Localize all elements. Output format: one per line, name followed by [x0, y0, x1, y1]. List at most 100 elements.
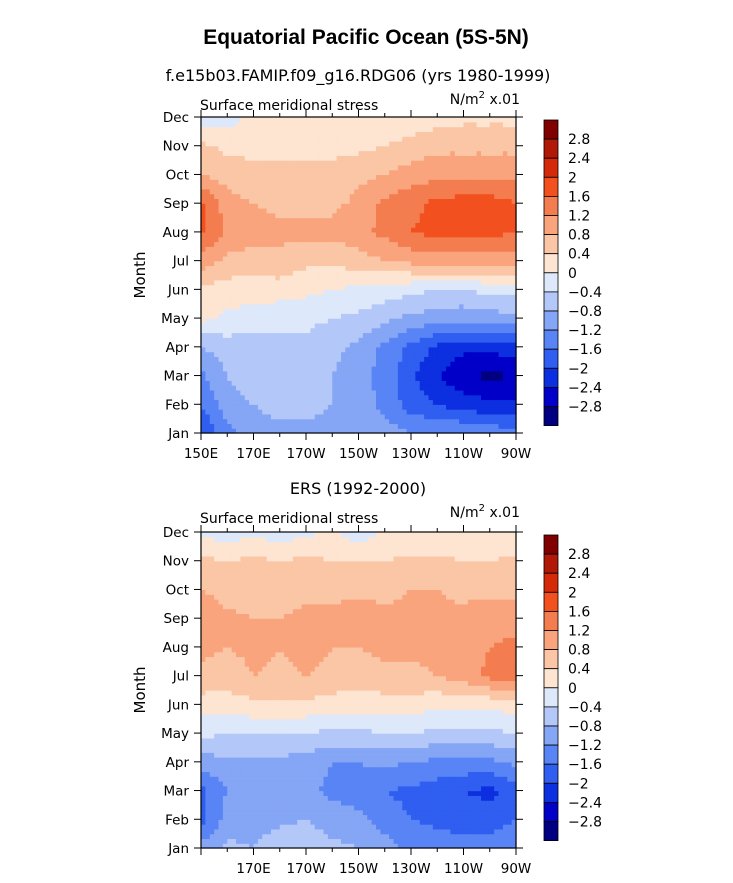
heatmap-cell: [485, 351, 491, 357]
heatmap-cell: [354, 413, 360, 420]
heatmap-cell: [441, 121, 447, 128]
heatmap-cell: [481, 342, 486, 348]
heatmap-cell: [271, 337, 276, 343]
heatmap-cell: [349, 838, 355, 844]
heatmap-cell: [310, 370, 316, 377]
heatmap-cell: [494, 279, 500, 286]
heatmap-cell: [415, 131, 421, 137]
heatmap-cell: [380, 241, 386, 247]
heatmap-cell: [441, 375, 447, 381]
heatmap-cell: [472, 399, 478, 405]
heatmap-cell: [511, 356, 517, 362]
heatmap-cell: [301, 303, 307, 310]
heatmap-cell: [402, 284, 408, 290]
heatmap-cell: [389, 303, 395, 310]
heatmap-cell: [424, 184, 430, 190]
heatmap-cell: [424, 394, 430, 401]
heatmap-cell: [450, 231, 456, 238]
heatmap-cell: [406, 140, 412, 147]
heatmap-cell: [415, 332, 421, 338]
heatmap-cell: [345, 231, 351, 238]
heatmap-cell: [376, 121, 381, 128]
heatmap-cell: [380, 284, 386, 290]
heatmap-cell: [253, 227, 259, 233]
heatmap-cell: [336, 160, 342, 166]
heatmap-cell: [419, 351, 425, 357]
heatmap-cell: [362, 126, 368, 132]
heatmap-cell: [432, 179, 438, 185]
heatmap-cell: [397, 404, 403, 410]
heatmap-cell: [450, 265, 456, 271]
heatmap-cell: [384, 260, 390, 267]
heatmap-cell: [376, 322, 381, 329]
heatmap-cell: [310, 203, 316, 209]
heatmap-cell: [349, 184, 355, 190]
heatmap-cell: [271, 308, 276, 314]
heatmap-cell: [406, 275, 412, 281]
heatmap-cell: [218, 275, 224, 281]
heatmap-cell: [485, 207, 491, 214]
heatmap-cell: [397, 313, 403, 319]
heatmap-cell: [415, 198, 421, 204]
heatmap-cell: [345, 308, 351, 314]
heatmap-cell: [336, 203, 342, 209]
heatmap-cell: [266, 164, 272, 171]
heatmap-cell: [262, 169, 268, 176]
heatmap-cell: [380, 418, 386, 425]
heatmap-cell: [441, 198, 447, 204]
heatmap-cell: [240, 279, 246, 286]
heatmap-cell: [481, 351, 486, 357]
heatmap-cell: [314, 337, 320, 343]
heatmap-cell: [314, 260, 320, 267]
heatmap-cell: [349, 423, 355, 429]
heatmap-cell: [450, 169, 456, 176]
heatmap-cell: [489, 346, 495, 353]
heatmap-cell: [397, 265, 403, 271]
heatmap-cell: [244, 179, 250, 185]
heatmap-cell: [231, 275, 237, 281]
heatmap-cell: [266, 423, 272, 429]
heatmap-cell: [227, 227, 233, 233]
heatmap-cell: [402, 399, 408, 405]
heatmap-cell: [310, 236, 316, 243]
heatmap-cell: [341, 346, 346, 353]
heatmap-cell: [463, 298, 469, 305]
heatmap-cell: [218, 356, 224, 362]
heatmap-cell: [201, 140, 206, 147]
heatmap-cell: [231, 375, 237, 381]
heatmap-cell: [279, 361, 285, 367]
heatmap-cell: [314, 380, 320, 386]
heatmap-cell: [310, 289, 316, 295]
heatmap-cell: [463, 279, 469, 286]
heatmap-cell: [424, 284, 430, 290]
heatmap-cell: [393, 332, 399, 338]
heatmap-cell: [454, 327, 460, 334]
heatmap-cell: [371, 418, 377, 425]
heatmap-cell: [362, 284, 368, 290]
heatmap-cell: [332, 217, 338, 223]
heatmap-cell: [275, 198, 281, 204]
heatmap-cell: [284, 308, 290, 314]
heatmap-cell: [288, 404, 294, 410]
heatmap-cell: [393, 289, 399, 295]
heatmap-cell: [428, 380, 434, 386]
heatmap-cell: [467, 136, 473, 142]
heatmap-cell: [393, 212, 399, 219]
heatmap-cell: [244, 260, 250, 267]
heatmap-cell: [485, 409, 491, 415]
heatmap-cell: [284, 236, 290, 243]
heatmap-cell: [428, 145, 434, 152]
heatmap-cell: [411, 265, 416, 271]
heatmap-cell: [257, 370, 263, 377]
heatmap-cell: [236, 255, 241, 262]
heatmap-cell: [463, 308, 469, 314]
heatmap-cell: [397, 428, 403, 434]
panel-observed-variable-label: Surface meridional stress: [200, 511, 378, 527]
heatmap-cell: [354, 217, 360, 223]
heatmap-cell: [367, 251, 373, 257]
heatmap-cell: [502, 184, 508, 190]
heatmap-cell: [441, 418, 447, 425]
heatmap-cell: [319, 188, 325, 195]
heatmap-cell: [323, 337, 329, 343]
heatmap-cell: [323, 351, 329, 357]
